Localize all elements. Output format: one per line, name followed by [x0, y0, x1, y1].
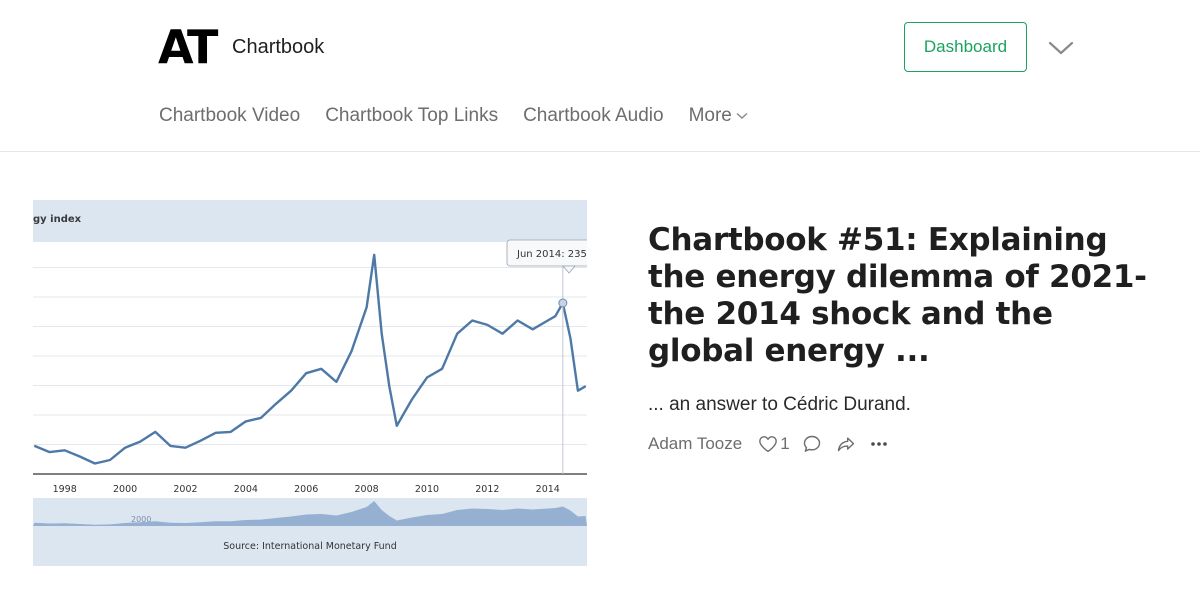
- data-point: [366, 306, 368, 308]
- data-point: [33, 445, 36, 447]
- data-point: [184, 447, 187, 449]
- chart-footer-band: [33, 528, 587, 566]
- data-point: [94, 462, 96, 465]
- dashboard-button[interactable]: Dashboard: [904, 22, 1027, 72]
- data-point: [471, 319, 473, 322]
- data-point: [260, 417, 262, 419]
- data-point: [486, 324, 488, 326]
- data-point: [109, 459, 111, 461]
- data-point: [139, 441, 141, 443]
- chevron-down-icon: [1048, 41, 1074, 55]
- nav-more-dropdown[interactable]: More: [689, 105, 748, 127]
- data-point: [403, 412, 405, 414]
- series-layer: [33, 253, 587, 465]
- data-point: [501, 333, 504, 335]
- data-point: [554, 315, 556, 317]
- data-point: [569, 337, 572, 339]
- data-point: [411, 398, 413, 401]
- data-point: [230, 431, 232, 433]
- nav-more-label: More: [688, 105, 732, 126]
- data-point: [320, 368, 322, 370]
- nav-item-chartbook-top-links[interactable]: Chartbook Top Links: [325, 105, 499, 126]
- data-point: [388, 385, 390, 387]
- chart-source: Source: International Monetary Fund: [223, 541, 397, 552]
- data-point: [547, 319, 549, 322]
- post-thumbnail[interactable]: gy index 1998 2000 2002 2004 2006 2008 2010 201…: [33, 200, 587, 566]
- data-point: [456, 333, 458, 335]
- data-point: [584, 385, 587, 387]
- data-point: [517, 319, 519, 322]
- chart-grid: [33, 267, 587, 445]
- data-point: [275, 403, 277, 405]
- tooltip-box: Jun 2014: 235.1: [506, 239, 587, 274]
- post-meta: Adam Tooze 1: [648, 434, 1168, 454]
- tooltip-text: Jun 2014: 235.1: [516, 249, 587, 260]
- navigator-label: 2000: [131, 515, 151, 524]
- data-point: [169, 445, 171, 447]
- data-point: [245, 420, 247, 422]
- comment-button[interactable]: [802, 434, 822, 454]
- post-subtitle: ... an answer to Cédric Durand.: [648, 394, 911, 415]
- more-options-button[interactable]: [870, 441, 888, 447]
- post-title[interactable]: Chartbook #51: Explaining the energy dil…: [648, 222, 1147, 369]
- energy-index-chart: gy index 1998 2000 2002 2004 2006 2008 2010 201…: [33, 200, 587, 566]
- heart-icon: [759, 436, 778, 453]
- nav-item-chartbook-video[interactable]: Chartbook Video: [159, 105, 301, 126]
- x-tick-label: 2014: [536, 484, 560, 495]
- publication-name[interactable]: Chartbook: [232, 36, 325, 58]
- post-author[interactable]: Adam Tooze: [648, 434, 743, 453]
- data-point: [64, 449, 66, 451]
- x-tick-label: 2012: [475, 484, 499, 495]
- navigator-area: [33, 501, 587, 526]
- tooltip-marker: [558, 298, 568, 308]
- like-button[interactable]: 1: [758, 434, 790, 454]
- x-tick-label: 2006: [294, 484, 318, 495]
- share-icon: [837, 437, 854, 452]
- chevron-down-icon: [736, 112, 748, 119]
- x-tick-label: 1998: [53, 484, 77, 495]
- comment-icon: [803, 435, 820, 452]
- nav-item-chartbook-audio[interactable]: Chartbook Audio: [523, 105, 664, 126]
- data-point: [215, 432, 217, 434]
- data-point: [290, 390, 292, 392]
- data-point: [577, 390, 579, 392]
- x-tick-label: 2002: [173, 484, 197, 495]
- x-tick-label: 2008: [355, 484, 379, 495]
- x-axis-ticks: 1998 2000 2002 2004 2006 2008 2010 2012 2014: [53, 484, 560, 495]
- site-header: AT Chartbook Dashboard Chartbook Video C…: [0, 0, 1200, 152]
- account-menu-button[interactable]: [1046, 36, 1076, 60]
- x-tick-label: 2004: [234, 484, 258, 495]
- data-point: [49, 451, 51, 453]
- ellipsis-icon: [870, 442, 887, 446]
- data-point: [396, 425, 398, 427]
- data-point: [441, 368, 443, 370]
- data-point: [381, 333, 383, 335]
- publication-logo[interactable]: AT: [158, 20, 218, 74]
- data-point: [154, 431, 156, 433]
- chart-title-band: [33, 200, 587, 242]
- share-button[interactable]: [836, 434, 856, 454]
- data-point: [335, 381, 337, 383]
- data-point: [124, 447, 126, 449]
- x-tick-label: 2010: [415, 484, 439, 495]
- x-tick-label: 2000: [113, 484, 137, 495]
- data-point: [305, 372, 307, 374]
- section-nav: Chartbook Video Chartbook Top Links Char…: [159, 103, 748, 129]
- chart-title: gy index: [33, 214, 82, 225]
- data-point: [532, 328, 534, 330]
- data-point: [426, 376, 428, 379]
- data-point: [79, 455, 81, 458]
- data-point: [373, 254, 375, 256]
- like-count: 1: [780, 434, 790, 453]
- data-point: [350, 350, 353, 352]
- data-point: [200, 440, 202, 442]
- post-preview: Chartbook #51: Explaining the energy dil…: [648, 222, 1168, 454]
